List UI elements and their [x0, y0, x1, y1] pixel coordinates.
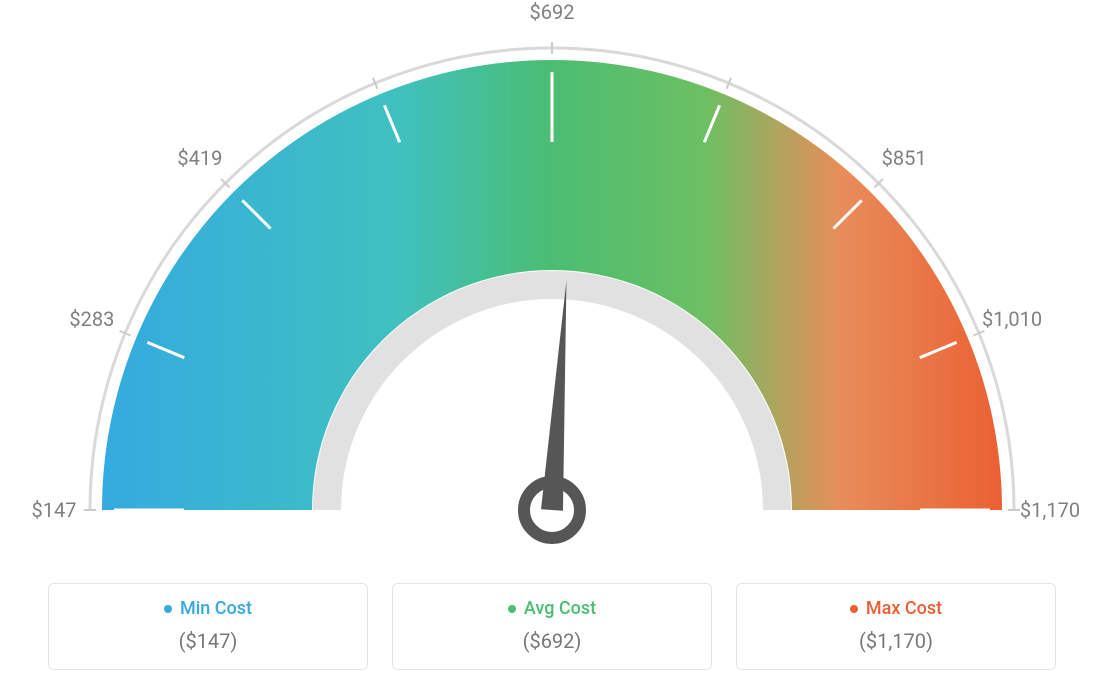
legend-title-max: Max Cost — [850, 598, 942, 619]
dot-icon — [850, 605, 858, 613]
gauge-tick-label: $283 — [69, 307, 114, 331]
legend-title-text: Avg Cost — [524, 598, 596, 619]
gauge-svg — [0, 0, 1104, 560]
legend-title-avg: Avg Cost — [508, 598, 596, 619]
gauge-chart: $147 $283 $419 $692 $851 $1,010 $1,170 — [0, 0, 1104, 560]
chart-container: $147 $283 $419 $692 $851 $1,010 $1,170 Min Cos… — [0, 0, 1104, 690]
gauge-tick-label: $147 — [32, 498, 77, 522]
legend-row: Min Cost ($147) Avg Cost ($692) Max Cost… — [0, 583, 1104, 671]
legend-title-text: Max Cost — [866, 598, 942, 619]
legend-value-avg: ($692) — [405, 629, 699, 653]
legend-value-max: ($1,170) — [749, 629, 1043, 653]
legend-title-min: Min Cost — [164, 598, 252, 619]
legend-card-max: Max Cost ($1,170) — [736, 583, 1056, 671]
legend-value-min: ($147) — [61, 629, 355, 653]
gauge-tick-label: $1,010 — [982, 307, 1042, 331]
gauge-tick-label: $692 — [530, 0, 575, 24]
gauge-tick-label: $851 — [882, 146, 927, 170]
legend-title-text: Min Cost — [180, 598, 252, 619]
gauge-tick-label: $419 — [177, 146, 222, 170]
legend-card-min: Min Cost ($147) — [48, 583, 368, 671]
dot-icon — [164, 605, 172, 613]
legend-card-avg: Avg Cost ($692) — [392, 583, 712, 671]
gauge-tick-label: $1,170 — [1020, 498, 1080, 522]
dot-icon — [508, 605, 516, 613]
